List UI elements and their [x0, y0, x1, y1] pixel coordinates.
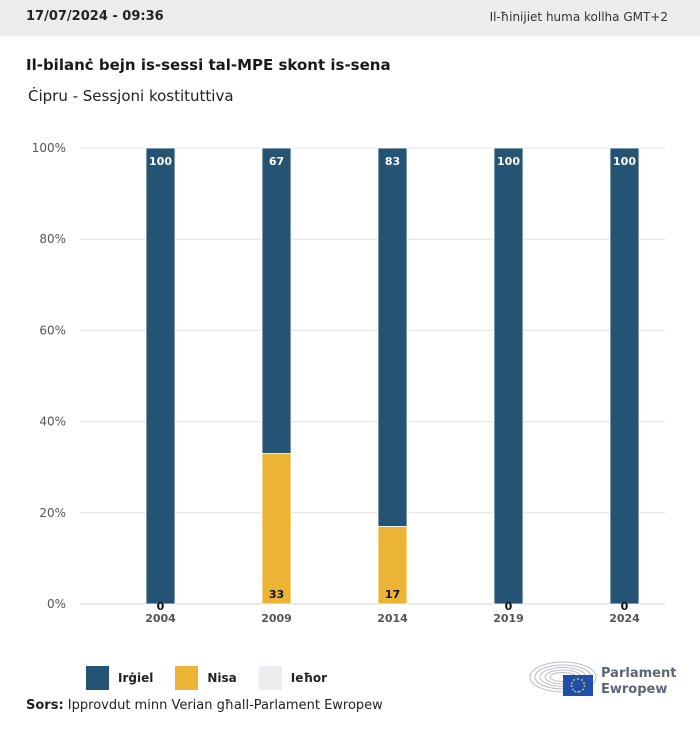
legend-label-other: Ieħor [290, 671, 327, 685]
data-label-women: 33 [269, 588, 284, 601]
bar-chart: 0%20%40%60%80%100%1000200467332009831720… [32, 141, 665, 625]
data-label-men: 100 [149, 155, 172, 168]
legend-swatch-other [258, 666, 282, 690]
y-tick-label: 40% [39, 415, 66, 429]
data-label-women: 0 [621, 600, 629, 613]
x-tick-label: 2019 [493, 612, 524, 625]
bar-segment-nisa [261, 453, 292, 605]
data-label-men: 67 [269, 155, 284, 168]
x-tick-label: 2014 [377, 612, 408, 625]
timestamp: 17/07/2024 - 09:36 [26, 9, 164, 24]
legend-item-men[interactable]: Irġiel [86, 666, 153, 690]
top-bar: 17/07/2024 - 09:36 Il-ħinijiet huma koll… [0, 0, 700, 36]
data-label-men: 83 [385, 155, 400, 168]
y-tick-label: 60% [39, 323, 66, 337]
y-tick-label: 100% [32, 141, 66, 155]
legend-label-women: Nisa [207, 671, 237, 685]
y-tick-label: 0% [47, 597, 66, 611]
source-text: Ipprovdut minn Verian għall-Parlament Ew… [67, 698, 383, 713]
y-tick-label: 20% [39, 506, 66, 520]
data-label-men: 100 [613, 155, 636, 168]
legend-label-men: Irġiel [118, 671, 154, 685]
legend-swatch-men [86, 666, 109, 690]
logo-text: Parlament Ewropew [601, 666, 676, 698]
source-note: Sors: Ipprovdut minn Verian għall-Parlam… [26, 698, 383, 713]
bar-segment-irġiel [609, 147, 640, 605]
data-label-men: 100 [497, 155, 520, 168]
legend: Irġiel Nisa Ieħor [86, 666, 349, 690]
x-tick-label: 2004 [145, 612, 176, 625]
hemicycle-flag-icon [529, 661, 597, 696]
bar-segment-irġiel [377, 147, 408, 527]
bar-segment-irġiel [493, 147, 524, 605]
x-tick-label: 2024 [609, 612, 640, 625]
data-label-women: 0 [157, 600, 165, 613]
x-tick-label: 2009 [261, 612, 292, 625]
legend-swatch-women [175, 666, 199, 690]
data-label-women: 17 [385, 588, 400, 601]
data-label-women: 0 [505, 600, 513, 613]
chart-subtitle: Ċipru - Sessjoni kostituttiva [28, 87, 234, 105]
logo-text-line1: Parlament [601, 666, 677, 681]
y-tick-label: 80% [39, 232, 66, 246]
logo-text-line2: Ewropew [601, 682, 668, 697]
legend-item-other[interactable]: Ieħor [258, 666, 327, 690]
bar-segment-irġiel [261, 147, 292, 454]
european-parliament-logo: Parlament Ewropew [529, 659, 679, 699]
bar-segment-nisa [377, 526, 408, 605]
source-label: Sors: [26, 698, 64, 713]
timezone-note: Il-ħinijiet huma kollha GMT+2 [489, 10, 668, 24]
chart-title: Il-bilanċ bejn is-sessi tal-MPE skont is… [26, 56, 391, 74]
legend-item-women[interactable]: Nisa [175, 666, 237, 690]
bar-segment-irġiel [145, 147, 176, 605]
